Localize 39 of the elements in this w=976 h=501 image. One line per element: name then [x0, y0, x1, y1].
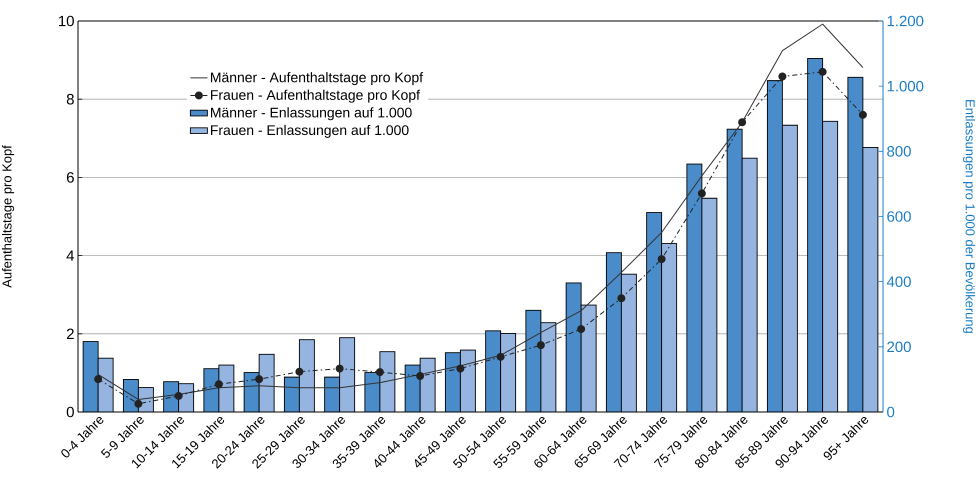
- legend-label: Frauen - Aufenthaltstage pro Kopf: [211, 90, 420, 103]
- point: [456, 364, 464, 373]
- y-tick-label: 8: [66, 94, 74, 104]
- y2-tick-label: 0: [887, 406, 894, 418]
- point: [496, 352, 505, 361]
- y-tick-label: 2: [66, 328, 74, 340]
- point: [858, 110, 867, 119]
- point: [134, 400, 142, 408]
- point: [376, 368, 384, 376]
- point: [738, 118, 746, 126]
- point: [255, 375, 264, 384]
- y2-tick-label: 1.000: [888, 80, 924, 92]
- y2-tick-label: 400: [886, 276, 911, 287]
- point: [617, 294, 626, 302]
- point: [536, 341, 545, 350]
- y-tick-label: 0: [66, 406, 74, 418]
- point: [295, 368, 304, 376]
- y-tick-label: 10: [59, 16, 74, 26]
- point: [778, 72, 786, 81]
- point: [577, 325, 586, 334]
- point: [698, 189, 706, 198]
- y2-tick-label: 200: [887, 342, 911, 352]
- legend-label: Männer - Aufenthaltstage pro Kopf: [211, 72, 424, 86]
- y2-axis-title: Entlassungen pro 1.000 der Bevölkerung: [963, 100, 976, 333]
- point: [214, 380, 223, 388]
- legend-label: Frauen - Enlassungen auf 1.000: [211, 124, 409, 138]
- y2-tick-label: 600: [887, 211, 911, 222]
- y-axis-title: Aufenthaltstage pro Kopf: [2, 145, 14, 288]
- y-tick-label: 6: [66, 172, 74, 183]
- point: [416, 372, 424, 380]
- point: [818, 68, 827, 76]
- point: [336, 364, 344, 373]
- y-tick-label: 4: [66, 250, 74, 261]
- point: [658, 255, 666, 264]
- legend-label: Männer - Enlassungen auf 1.000: [211, 107, 412, 120]
- y2-tick-label: 800: [887, 146, 911, 157]
- y2-tick-label: 1.200: [888, 16, 924, 26]
- point: [174, 392, 183, 400]
- point: [94, 375, 102, 384]
